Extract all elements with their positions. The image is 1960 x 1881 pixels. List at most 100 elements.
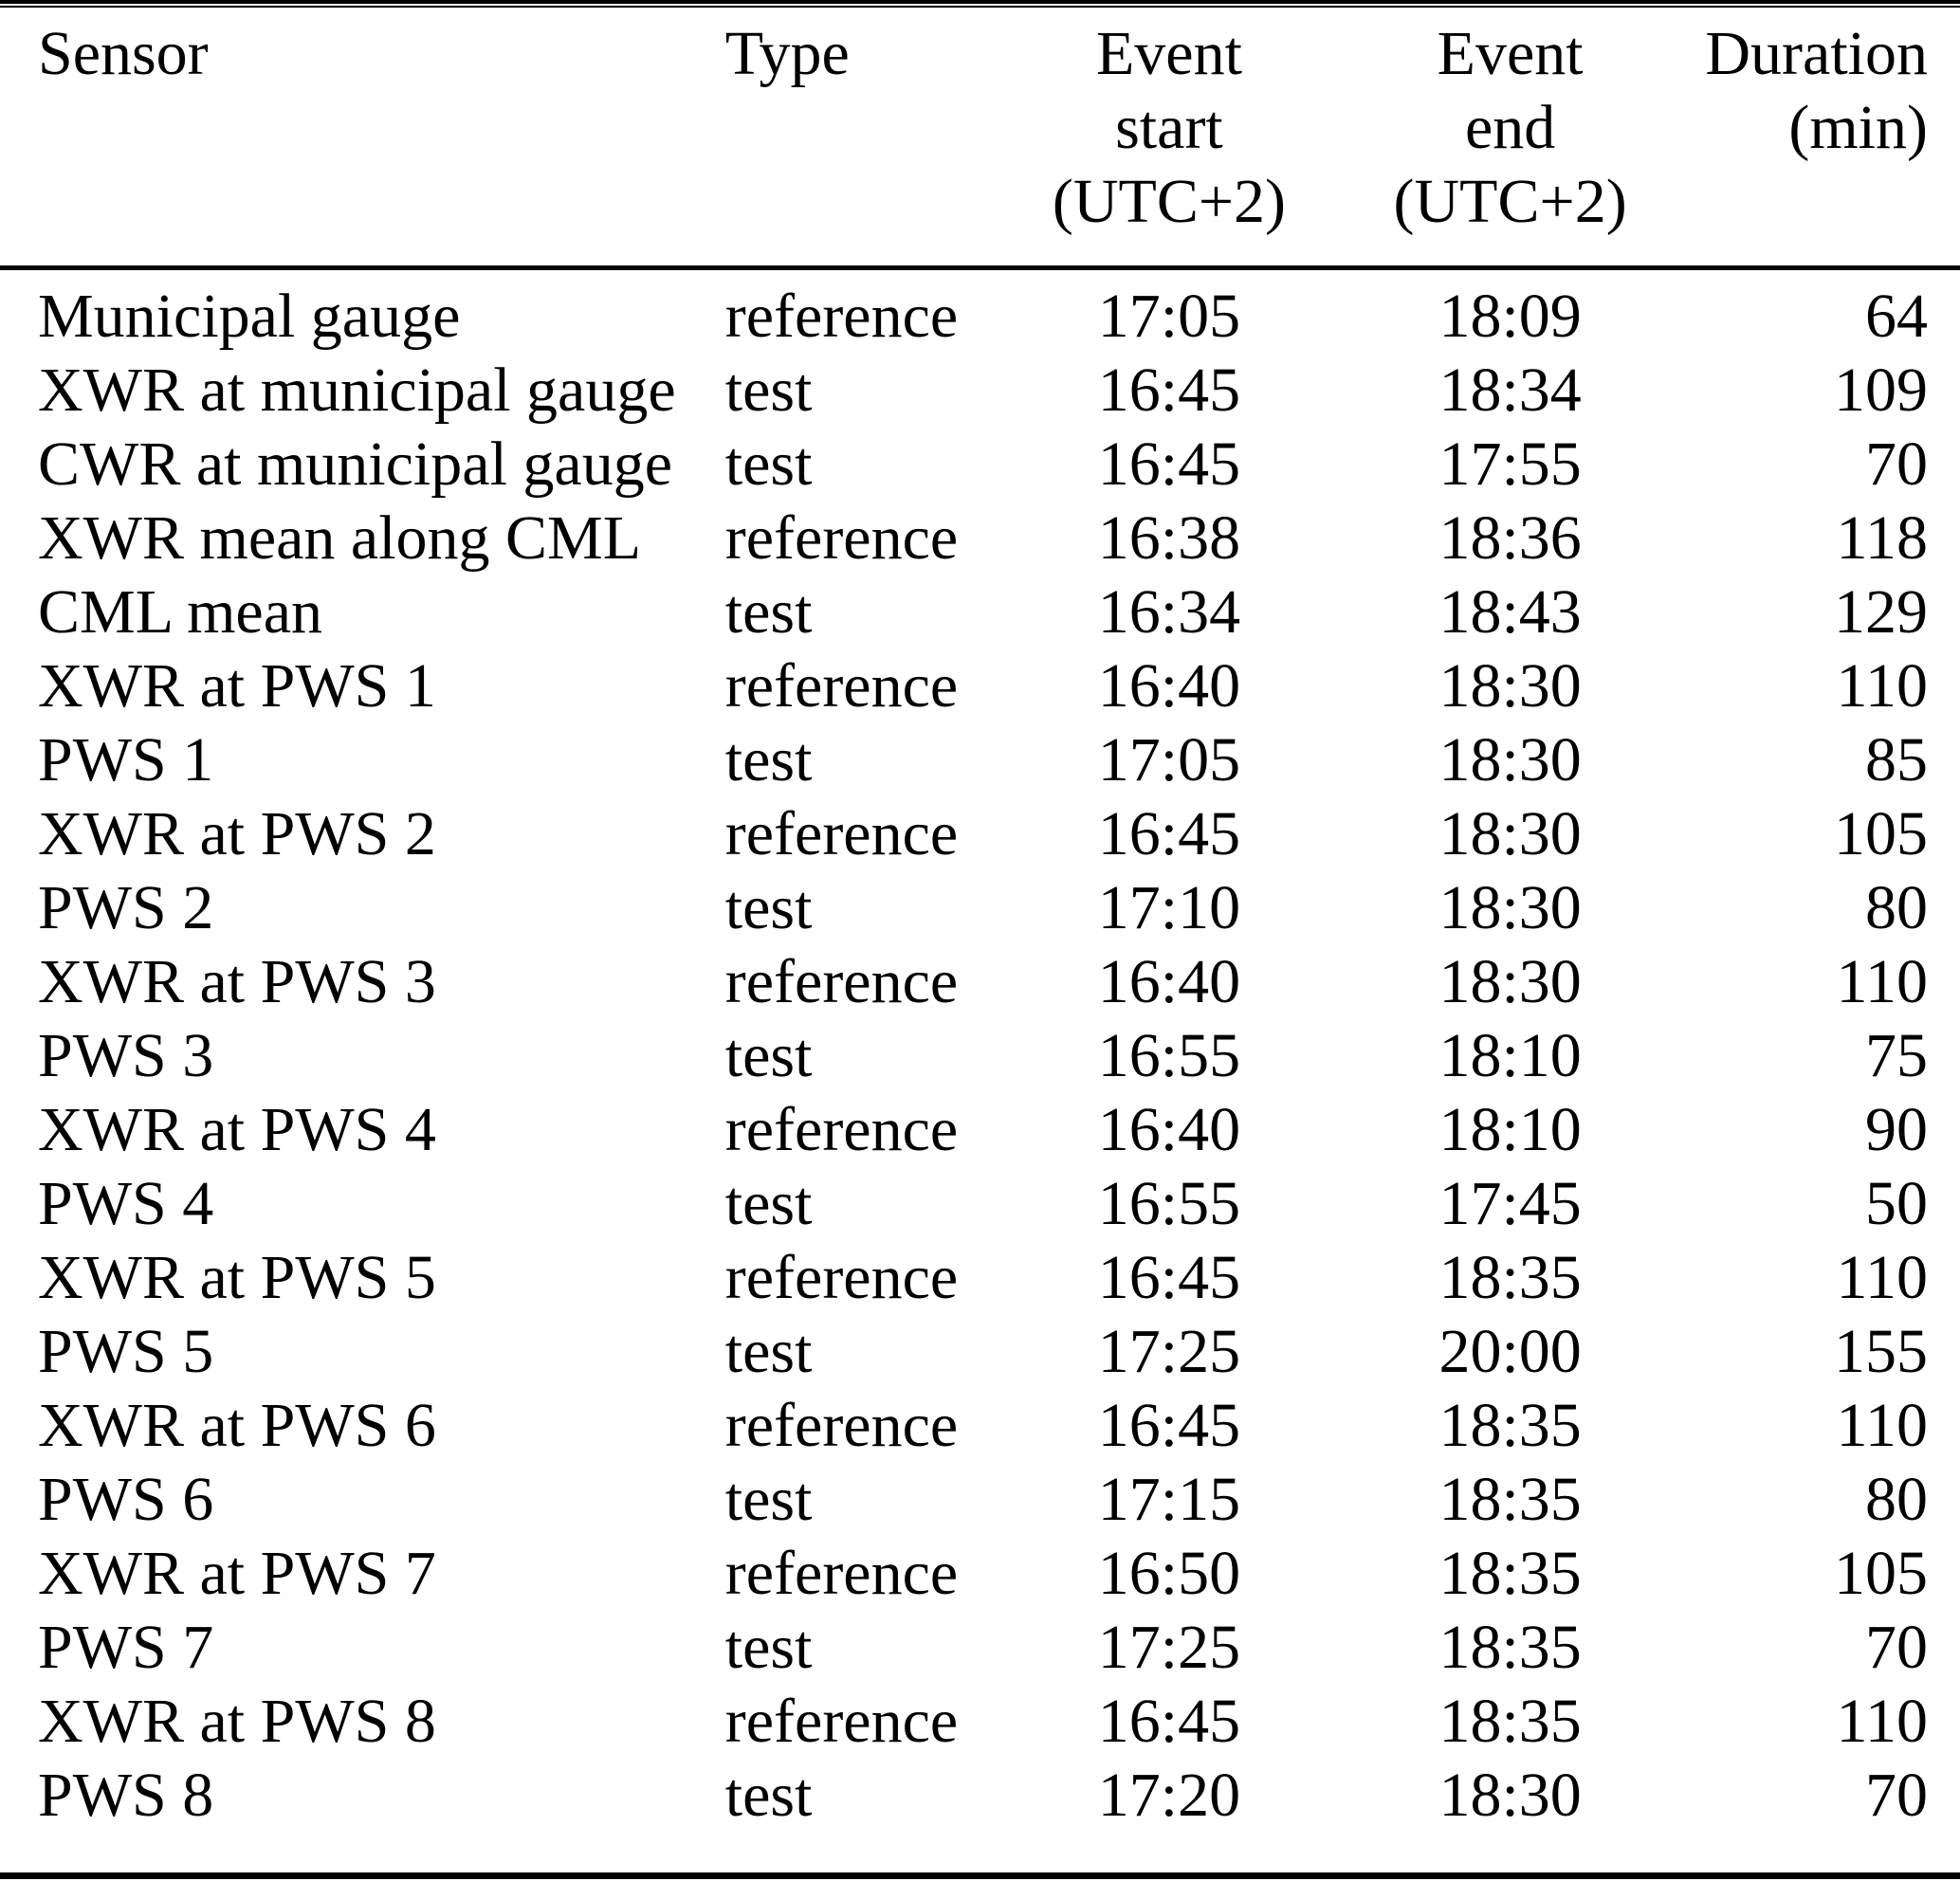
table-row: XWR at PWS 4 reference 16:40 18:10 90	[0, 1093, 1960, 1167]
cell-sensor: XWR at PWS 7	[38, 1539, 436, 1608]
table-row: PWS 5 test 17:25 20:00 155	[0, 1315, 1960, 1389]
cell-sensor: PWS 5	[38, 1317, 214, 1386]
cell-event-end: 18:30	[1438, 725, 1582, 794]
cell-duration: 110	[1836, 651, 1928, 721]
cell-duration: 109	[1834, 356, 1928, 425]
cell-event-start: 17:15	[1097, 1465, 1241, 1534]
cell-type: reference	[724, 503, 959, 573]
cell-event-end: 17:45	[1438, 1169, 1582, 1238]
cell-sensor: XWR at PWS 5	[38, 1243, 436, 1312]
cell-type: reference	[724, 799, 959, 868]
cell-type: reference	[724, 1391, 959, 1460]
cell-type: test	[724, 1169, 813, 1238]
cell-sensor: PWS 1	[38, 725, 214, 794]
column-header-event-end: Event end (UTC+2)	[1319, 8, 1702, 270]
cell-event-start: 16:40	[1097, 947, 1241, 1016]
cell-duration: 105	[1834, 1539, 1928, 1608]
table-header: Sensor Type Event start (UTC+2) Event en…	[0, 8, 1960, 270]
table-row: PWS 8 test 17:20 18:30 70	[0, 1759, 1960, 1833]
cell-event-start: 16:55	[1097, 1021, 1241, 1090]
cell-duration: 118	[1836, 503, 1928, 573]
cell-sensor: CML mean	[38, 577, 322, 647]
table-row: XWR at PWS 1 reference 16:40 18:30 110	[0, 649, 1960, 723]
cell-duration: 70	[1865, 1613, 1928, 1682]
cell-sensor: XWR at PWS 2	[38, 799, 436, 868]
cell-type: test	[724, 1761, 813, 1830]
cell-event-end: 20:00	[1438, 1317, 1582, 1386]
cell-sensor: PWS 6	[38, 1465, 214, 1534]
cell-duration: 110	[1836, 1243, 1928, 1312]
cell-type: test	[724, 577, 813, 647]
cell-duration: 105	[1834, 799, 1928, 868]
cell-sensor: XWR at PWS 3	[38, 947, 436, 1016]
table-row: PWS 4 test 16:55 17:45 50	[0, 1167, 1960, 1241]
cell-event-start: 16:45	[1097, 429, 1241, 499]
cell-event-end: 18:35	[1438, 1539, 1582, 1608]
cell-sensor: XWR at PWS 8	[38, 1687, 436, 1756]
cell-event-end: 18:36	[1438, 503, 1582, 573]
table-row: PWS 6 test 17:15 18:35 80	[0, 1463, 1960, 1537]
cell-event-end: 18:10	[1438, 1021, 1582, 1090]
cell-duration: 80	[1865, 1465, 1928, 1534]
cell-duration: 80	[1865, 873, 1928, 942]
cell-duration: 64	[1865, 282, 1928, 351]
cell-duration: 75	[1865, 1021, 1928, 1090]
cell-type: reference	[724, 1539, 959, 1608]
cell-event-end: 18:35	[1438, 1613, 1582, 1682]
table-row: XWR at PWS 7 reference 16:50 18:35 105	[0, 1537, 1960, 1611]
table-row: XWR at PWS 3 reference 16:40 18:30 110	[0, 945, 1960, 1019]
table-row: XWR at PWS 6 reference 16:45 18:35 110	[0, 1389, 1960, 1463]
top-rule-thin	[0, 6, 1960, 8]
cell-event-start: 16:45	[1097, 1391, 1241, 1460]
cell-event-end: 18:35	[1438, 1243, 1582, 1312]
cell-event-end: 18:09	[1438, 282, 1582, 351]
cell-event-end: 18:30	[1438, 651, 1582, 721]
cell-duration: 110	[1836, 947, 1928, 1016]
top-rule-gap	[0, 4, 1960, 6]
cell-type: reference	[724, 1243, 959, 1312]
cell-type: test	[724, 1021, 813, 1090]
cell-sensor: PWS 3	[38, 1021, 214, 1090]
cell-event-start: 16:40	[1097, 651, 1241, 721]
cell-event-end: 18:30	[1438, 799, 1582, 868]
cell-sensor: XWR at PWS 6	[38, 1391, 436, 1460]
cell-sensor: CWR at municipal gauge	[38, 429, 672, 499]
table-row: XWR at PWS 2 reference 16:45 18:30 105	[0, 797, 1960, 871]
column-header-duration: Duration (min)	[1701, 8, 1960, 270]
cell-duration: 50	[1865, 1169, 1928, 1238]
cell-duration: 155	[1834, 1317, 1928, 1386]
cell-type: test	[724, 356, 813, 425]
cell-type: test	[724, 429, 813, 499]
cell-event-end: 18:43	[1438, 577, 1582, 647]
cell-event-start: 17:10	[1097, 873, 1241, 942]
table-row: CML mean test 16:34 18:43 129	[0, 575, 1960, 649]
cell-type: reference	[724, 282, 959, 351]
column-header-type: Type	[724, 8, 1019, 270]
table-row: XWR at PWS 5 reference 16:45 18:35 110	[0, 1241, 1960, 1315]
sensor-events-table: Sensor Type Event start (UTC+2) Event en…	[0, 8, 1960, 1833]
cell-duration: 70	[1865, 1761, 1928, 1830]
header-row: Sensor Type Event start (UTC+2) Event en…	[0, 8, 1960, 270]
cell-event-start: 17:05	[1097, 725, 1241, 794]
cell-duration: 129	[1834, 577, 1928, 647]
cell-sensor: Municipal gauge	[38, 282, 461, 351]
cell-duration: 85	[1865, 725, 1928, 794]
cell-event-start: 16:45	[1097, 799, 1241, 868]
cell-event-end: 18:10	[1438, 1095, 1582, 1164]
cell-sensor: PWS 8	[38, 1761, 214, 1830]
cell-duration: 110	[1836, 1391, 1928, 1460]
table-row: XWR mean along CML reference 16:38 18:36…	[0, 502, 1960, 575]
table-row: CWR at municipal gauge test 16:45 17:55 …	[0, 428, 1960, 502]
cell-event-start: 16:50	[1097, 1539, 1241, 1608]
cell-event-end: 18:35	[1438, 1465, 1582, 1534]
cell-event-start: 16:38	[1097, 503, 1241, 573]
cell-type: test	[724, 725, 813, 794]
cell-event-start: 16:55	[1097, 1169, 1241, 1238]
table-row: PWS 1 test 17:05 18:30 85	[0, 723, 1960, 797]
cell-type: reference	[724, 651, 959, 721]
cell-duration: 70	[1865, 429, 1928, 499]
cell-event-start: 16:45	[1097, 356, 1241, 425]
table-row: PWS 3 test 16:55 18:10 75	[0, 1019, 1960, 1093]
cell-type: reference	[724, 1095, 959, 1164]
